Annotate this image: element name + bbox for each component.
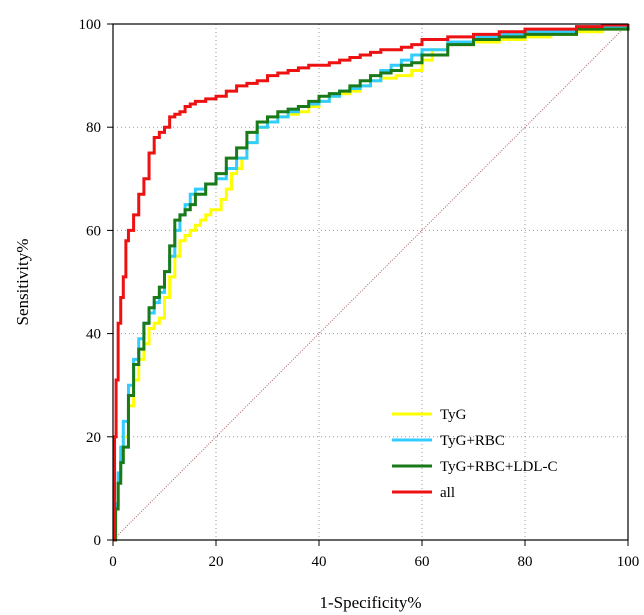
legend-label: TyG+RBC+LDL-C [440, 459, 558, 475]
y-tick-label: 100 [79, 17, 102, 33]
plot-frame [112, 23, 629, 541]
y-tick-label: 60 [86, 223, 101, 239]
legend: TyG TyG+RBC TyG+RBC+LDL-C all [392, 407, 558, 501]
y-tick-label: 0 [94, 533, 102, 549]
legend-label: TyG+RBC [440, 433, 505, 449]
reference-diagonal-line [112, 23, 629, 541]
x-tick-label: 20 [209, 554, 224, 570]
x-tick-label: 100 [617, 554, 640, 570]
x-tick-label: 40 [312, 554, 327, 570]
x-axis-title: 1-Specificity% [320, 593, 422, 612]
series-line-tyg [113, 24, 630, 542]
y-tick-label: 20 [86, 430, 101, 446]
series-line-all [113, 23, 630, 542]
y-tick-label: 40 [86, 327, 101, 343]
x-tick-label: 0 [109, 554, 117, 570]
x-tick-label: 80 [518, 554, 533, 570]
series-line-tyg-rbc-ldl-c [113, 24, 630, 542]
axis-ticks: 0 20 40 60 80 100 0 20 40 60 80 100 [79, 17, 640, 570]
legend-label: all [440, 485, 455, 501]
y-axis-title: Sensitivity% [13, 239, 32, 326]
series-lines [113, 23, 630, 542]
y-tick-label: 80 [86, 120, 101, 136]
x-tick-label: 60 [415, 554, 430, 570]
legend-label: TyG [440, 407, 467, 423]
